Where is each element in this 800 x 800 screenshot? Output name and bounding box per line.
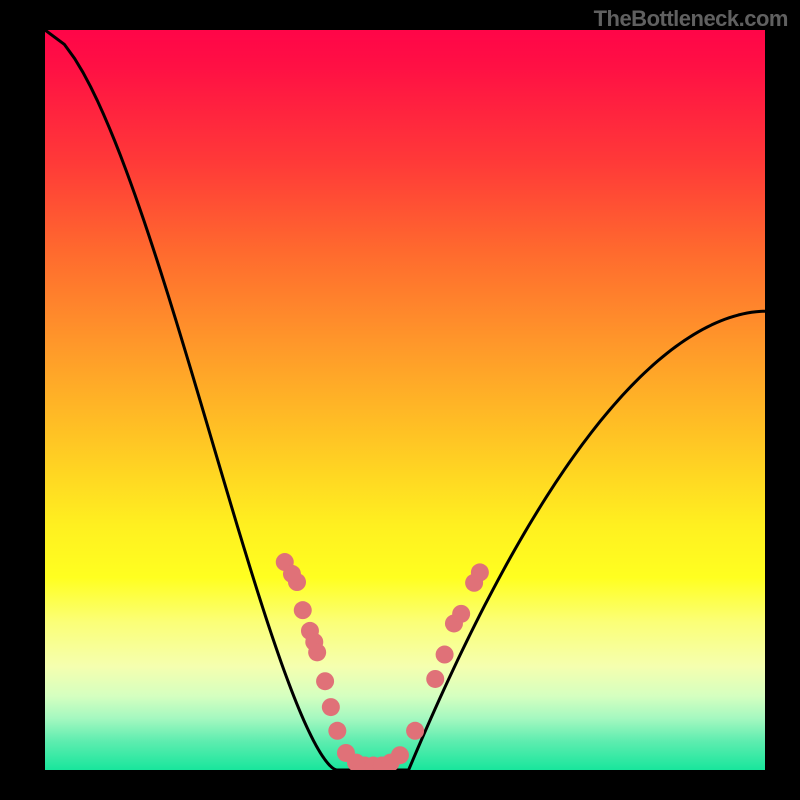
marker-point <box>294 601 312 619</box>
marker-point <box>288 573 306 591</box>
marker-point <box>308 643 326 661</box>
marker-point <box>316 672 334 690</box>
plot-area <box>45 30 765 770</box>
chart-container: TheBottleneck.com <box>0 0 800 800</box>
marker-point <box>471 563 489 581</box>
marker-point <box>436 646 454 664</box>
watermark: TheBottleneck.com <box>594 6 788 32</box>
marker-point <box>391 746 409 764</box>
marker-point <box>452 605 470 623</box>
marker-point <box>328 722 346 740</box>
marker-point <box>426 670 444 688</box>
marker-point <box>406 722 424 740</box>
marker-point <box>322 698 340 716</box>
gradient-background <box>45 30 765 770</box>
